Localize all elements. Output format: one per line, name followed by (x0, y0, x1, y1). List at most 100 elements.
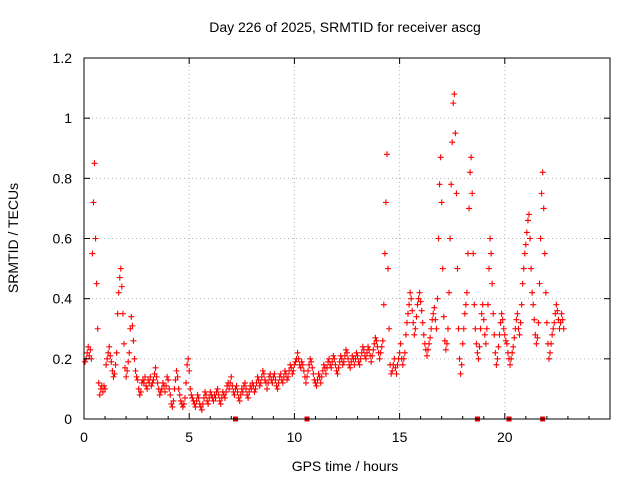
data-point (278, 376, 285, 383)
data-point (165, 376, 172, 383)
data-point (557, 319, 564, 326)
data-point (452, 130, 459, 137)
data-point (204, 397, 211, 404)
data-point (495, 343, 502, 350)
data-point (213, 388, 220, 395)
data-point (291, 361, 298, 368)
data-point (333, 367, 340, 374)
data-point (414, 301, 421, 308)
data-point (288, 364, 295, 371)
data-point (322, 370, 329, 377)
data-point (189, 394, 196, 401)
data-point (270, 373, 277, 380)
data-point (491, 331, 498, 338)
data-point (123, 373, 130, 380)
data-point (105, 349, 112, 356)
data-point (244, 391, 251, 398)
data-point (220, 391, 227, 398)
data-point (191, 400, 198, 407)
data-point (396, 349, 403, 356)
data-point (443, 340, 450, 347)
data-point (542, 289, 549, 296)
data-point (427, 334, 434, 341)
data-point (462, 301, 469, 308)
data-point (457, 370, 464, 377)
data-point (119, 310, 126, 317)
data-point (104, 355, 111, 362)
data-point (137, 388, 144, 395)
data-point (552, 310, 559, 317)
data-point (223, 388, 230, 395)
data-point (90, 199, 97, 206)
data-point (159, 379, 166, 386)
data-point (174, 373, 181, 380)
data-point (273, 382, 280, 389)
data-point (531, 316, 538, 323)
data-point (347, 364, 354, 371)
data-point (403, 319, 410, 326)
data-point (212, 394, 219, 401)
data-point (329, 358, 336, 365)
data-point (103, 361, 110, 368)
data-point (236, 397, 243, 404)
data-point (538, 190, 545, 197)
data-point (539, 169, 546, 176)
y-tick-label: 1 (64, 110, 72, 126)
data-point (241, 379, 248, 386)
data-point (426, 340, 433, 347)
data-point (406, 301, 413, 308)
x-tick-label: 5 (185, 429, 193, 445)
data-point (439, 265, 446, 272)
data-point (282, 370, 289, 377)
data-point (479, 301, 486, 308)
data-point (246, 388, 253, 395)
data-point (140, 379, 147, 386)
data-point (459, 340, 466, 347)
data-point (126, 349, 133, 356)
data-point (458, 361, 465, 368)
data-point (413, 313, 420, 320)
data-point (450, 100, 457, 107)
data-point (290, 367, 297, 374)
data-point (292, 358, 299, 365)
data-point (177, 397, 184, 404)
data-point (393, 370, 400, 377)
data-point (490, 310, 497, 317)
data-point (400, 355, 407, 362)
data-point (376, 355, 383, 362)
data-point (92, 235, 99, 242)
data-point (449, 139, 456, 146)
data-point (308, 358, 315, 365)
data-point (361, 352, 368, 359)
data-point (453, 190, 460, 197)
data-point (520, 265, 527, 272)
data-point (431, 304, 438, 311)
data-point (179, 403, 186, 410)
data-point (305, 367, 312, 374)
y-axis-ticks: 0 0.2 0.4 0.6 0.8 1 1.2 (53, 50, 610, 427)
data-point (172, 376, 179, 383)
data-point (442, 346, 449, 353)
data-point (410, 319, 417, 326)
data-point (147, 373, 154, 380)
data-point (271, 370, 278, 377)
data-point (233, 382, 240, 389)
data-point (444, 325, 451, 332)
data-point (295, 355, 302, 362)
data-point (299, 361, 306, 368)
data-point (133, 373, 140, 380)
data-point (304, 373, 311, 380)
data-point (199, 400, 206, 407)
data-point (549, 331, 556, 338)
data-point (417, 298, 424, 305)
data-point (120, 340, 127, 347)
data-point (365, 343, 372, 350)
data-point (451, 91, 458, 98)
data-point (472, 325, 479, 332)
data-point (480, 316, 487, 323)
y-tick-label: 0 (64, 411, 72, 427)
data-point (217, 400, 224, 407)
data-point (467, 169, 474, 176)
data-point (232, 385, 239, 392)
data-point (183, 379, 190, 386)
